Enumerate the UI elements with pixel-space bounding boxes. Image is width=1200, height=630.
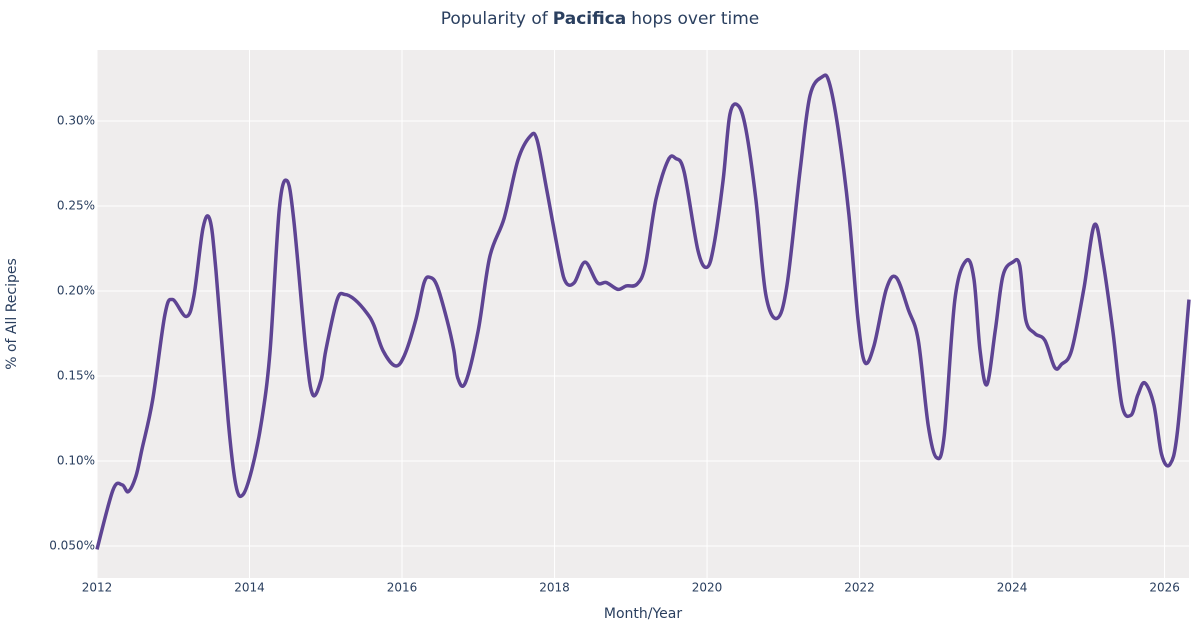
x-axis-title: Month/Year	[604, 606, 682, 622]
data-line	[95, 73, 1191, 550]
y-tick-label: 0.15%	[57, 369, 95, 383]
chart-title: Popularity of Pacifica hops over time	[441, 9, 759, 29]
x-tick-label: 2020	[692, 581, 723, 595]
x-tick-label: 2012	[82, 581, 113, 595]
title-part: Popularity of	[441, 9, 549, 29]
y-tick-label: 0.30%	[57, 114, 95, 128]
y-tick-label: 0.25%	[57, 199, 95, 213]
x-tick-label: 2014	[234, 581, 265, 595]
title-part: hops over time	[631, 9, 759, 29]
x-tick-label: 2016	[387, 581, 418, 595]
x-tick-label: 2018	[539, 581, 570, 595]
y-tick-label: 0.20%	[57, 284, 95, 298]
plot-area	[97, 50, 1189, 578]
title-bold: Pacifica	[553, 9, 627, 29]
y-tick-label: 0.050%	[49, 539, 95, 553]
x-tick-label: 2026	[1149, 581, 1180, 595]
y-axis-title: % of All Recipes	[4, 258, 20, 370]
x-tick-label: 2024	[997, 581, 1028, 595]
x-tick-label: 2022	[844, 581, 875, 595]
y-tick-label: 0.10%	[57, 454, 95, 468]
